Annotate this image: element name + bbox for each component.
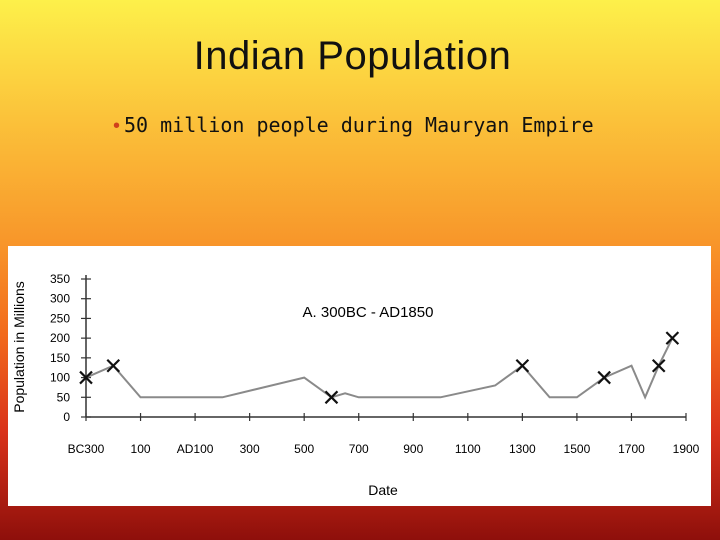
chart-title: A. 300BC - AD1850 <box>303 304 434 321</box>
x-tick-label: 1900 <box>673 442 700 456</box>
data-point-marker <box>79 370 93 385</box>
y-tick-label: 50 <box>57 390 71 404</box>
x-tick-label: 1100 <box>455 442 481 456</box>
x-tick-label: 900 <box>403 442 423 456</box>
data-point-marker <box>597 370 611 385</box>
x-tick-label: 500 <box>294 442 314 456</box>
data-point-marker <box>515 358 530 373</box>
slide-title: Indian Population <box>193 34 512 78</box>
data-point-marker <box>324 390 339 405</box>
y-tick-label: 250 <box>50 311 70 325</box>
y-tick-label: 350 <box>50 272 70 286</box>
x-tick-label: BC300 <box>68 442 105 456</box>
x-tick-label: 1300 <box>509 442 536 456</box>
x-axis-label: Date <box>368 482 398 498</box>
y-tick-label: 300 <box>50 292 70 306</box>
population-line-chart: 0 50 100 150 200 250 300 350 BC300 100 AD100 300 500… <box>11 272 700 498</box>
bullet-item: • 50 million people during Mauryan Empire <box>113 113 594 138</box>
y-axis-label: Population in Millions <box>11 281 27 413</box>
x-tick-label: 1500 <box>564 442 591 456</box>
chart-panel: 0 50 100 150 200 250 300 350 BC300 100 AD100 300 500… <box>8 246 711 506</box>
bullet-dot-icon: • <box>113 115 121 137</box>
x-tick-label: 100 <box>131 442 151 456</box>
x-tick-label: 700 <box>349 442 369 456</box>
series-line <box>85 337 674 400</box>
y-tick-label: 0 <box>63 410 70 424</box>
data-point-marker <box>106 358 121 373</box>
x-tick-label: 1700 <box>618 442 645 456</box>
data-point-marker <box>665 331 680 345</box>
y-tick-label: 150 <box>50 351 70 365</box>
x-tick-label: AD100 <box>177 442 214 456</box>
y-tick-label: 100 <box>50 371 70 385</box>
bullet-text: 50 million people during Mauryan Empire <box>124 113 594 137</box>
x-tick-label: 300 <box>240 442 260 456</box>
y-tick-label: 200 <box>50 331 70 345</box>
data-point-marker <box>651 358 666 373</box>
